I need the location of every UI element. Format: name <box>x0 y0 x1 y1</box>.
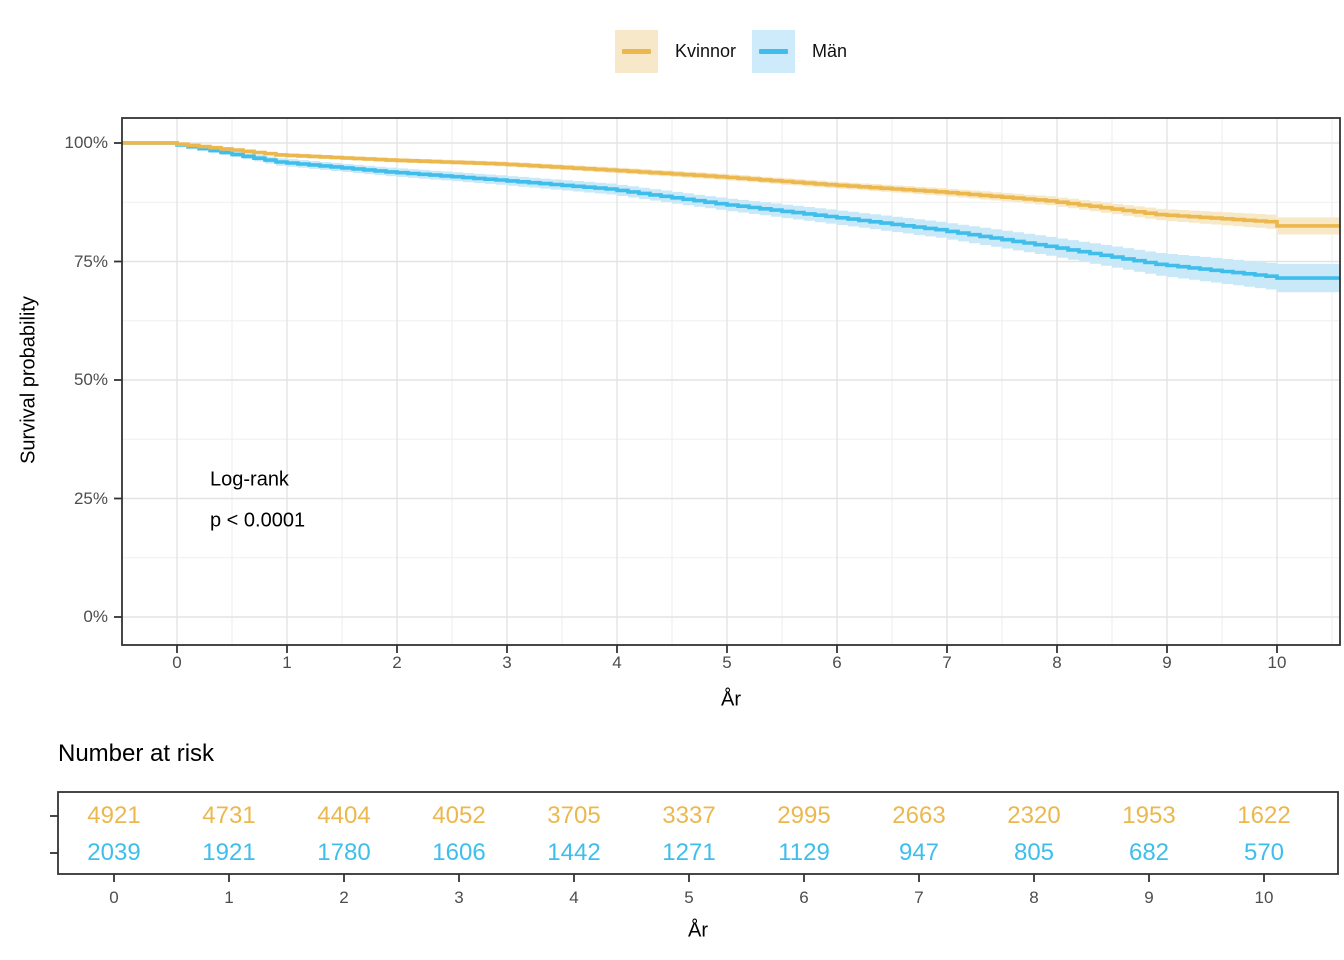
risk-count-kvinnor-year-6: 2995 <box>777 802 831 829</box>
x-tick-label: 4 <box>612 653 622 672</box>
y-tick-label: 50% <box>73 370 108 389</box>
risk-count-män-year-2: 1780 <box>317 839 371 866</box>
legend-key-swatch-kvinnor <box>614 29 658 73</box>
risk-x-tick-label: 2 <box>339 888 349 907</box>
plot-legend: Kvinnor Män <box>122 28 1340 74</box>
y-axis-title: Survival probability <box>17 296 40 464</box>
risk-x-tick-label: 3 <box>454 888 464 907</box>
risk-count-män-year-1: 1921 <box>202 839 256 866</box>
risk-x-tick-label: 1 <box>224 888 234 907</box>
x-tick-label: 0 <box>172 653 182 672</box>
risk-count-kvinnor-year-8: 2320 <box>1007 802 1061 829</box>
risk-count-män-year-5: 1271 <box>662 839 716 866</box>
risk-count-kvinnor-year-2: 4404 <box>317 802 371 829</box>
risk-count-män-year-9: 682 <box>1128 839 1170 866</box>
plot-panel-border <box>121 117 1341 646</box>
risk-count-män-year-10: 570 <box>1243 839 1285 866</box>
legend-line-icon <box>759 48 788 54</box>
x-tick-label: 8 <box>1052 653 1062 672</box>
legend-line-icon <box>621 48 651 54</box>
risk-x-tick-label: 10 <box>1254 888 1274 907</box>
risk-count-kvinnor-year-10: 1622 <box>1237 802 1291 829</box>
risk-count-män-year-0: 2039 <box>87 839 141 866</box>
legend-label: Män <box>812 40 848 61</box>
survival-curve-kvinnor <box>122 141 1340 228</box>
risk-table-x-axis-title: År <box>688 919 708 942</box>
risk-count-kvinnor-year-0: 4921 <box>87 802 141 829</box>
x-tick-label: 1 <box>282 653 292 672</box>
risk-x-tick-label: 7 <box>914 888 924 907</box>
risk-count-män-year-8: 805 <box>1013 839 1055 866</box>
risk-count-kvinnor-year-5: 3337 <box>662 802 716 829</box>
risk-x-tick-label: 0 <box>109 888 119 907</box>
x-axis-title: År <box>721 688 741 711</box>
y-tick-label: 100% <box>64 133 108 152</box>
risk-table-title: Number at risk <box>58 740 215 767</box>
x-tick-label: 9 <box>1162 653 1172 672</box>
risk-count-kvinnor-year-4: 3705 <box>547 802 601 829</box>
risk-x-tick-label: 8 <box>1029 888 1039 907</box>
x-tick-label: 10 <box>1267 653 1287 672</box>
y-tick-label: 0% <box>83 607 108 626</box>
logrank-label: Log-rank <box>210 468 289 491</box>
legend-key-swatch-man <box>752 29 795 73</box>
risk-count-kvinnor-year-1: 4731 <box>202 802 256 829</box>
x-tick-label: 7 <box>942 653 952 672</box>
risk-x-tick-label: 6 <box>799 888 809 907</box>
y-tick-label: 25% <box>73 488 108 508</box>
x-tick-label: 6 <box>832 653 842 672</box>
risk-count-kvinnor-year-3: 4052 <box>432 802 486 829</box>
x-tick-label: 2 <box>392 653 402 672</box>
y-tick-label: 75% <box>73 251 108 271</box>
risk-count-kvinnor-year-7: 2663 <box>892 802 946 829</box>
legend-label: Kvinnor <box>674 40 736 61</box>
risk-count-män-year-4: 1442 <box>547 839 601 866</box>
risk-x-tick-label: 4 <box>569 888 579 907</box>
risk-panel-border <box>57 791 1339 875</box>
p-value-label: p < 0.0001 <box>210 509 306 532</box>
risk-count-män-year-6: 1129 <box>778 839 830 866</box>
survival-curve-män <box>122 141 1340 280</box>
risk-count-kvinnor-year-9: 1953 <box>1122 802 1176 829</box>
risk-x-tick-label: 5 <box>684 888 694 907</box>
x-tick-label: 3 <box>502 653 512 672</box>
risk-x-tick-label: 9 <box>1144 888 1154 907</box>
legend-item-man: Män <box>752 29 848 73</box>
risk-count-män-year-7: 947 <box>898 839 940 866</box>
x-tick-label: 5 <box>722 653 732 672</box>
risk-count-män-year-3: 1606 <box>432 839 486 866</box>
legend-item-kvinnor: Kvinnor <box>614 29 736 73</box>
